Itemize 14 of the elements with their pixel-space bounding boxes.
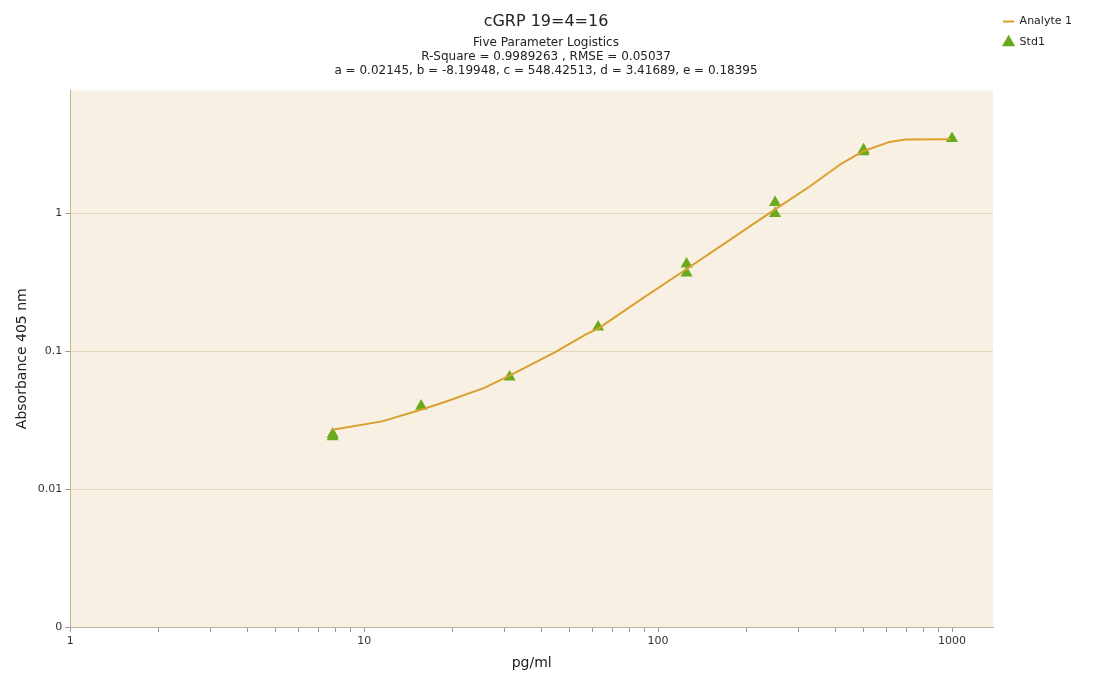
legend-label: Std1: [1019, 35, 1045, 49]
y-tick-label: 0: [55, 619, 63, 633]
y-tick-label: 0.01: [37, 481, 63, 495]
y-axis-title: Absorbance 405 nm: [13, 288, 30, 430]
chart-subtitle: Five Parameter Logistics R-Square = 0.9989263 , RMSE = 0.05037 a = 0.02145, b = -8.19948, c = 548.42513, d = 3.41689, e = 0.18395: [334, 34, 758, 78]
chart-title: cGRP 19=4=16: [483, 10, 609, 30]
legend-label: Analyte 1: [1019, 14, 1073, 28]
y-tick-label: 0.1: [44, 344, 63, 358]
y-tick-label: 1: [55, 206, 63, 220]
x-tick-label: 100: [647, 634, 669, 648]
x-tick-label: 1000: [938, 634, 967, 648]
x-tick-label: 1: [66, 634, 74, 648]
x-axis-title: pg/ml: [511, 654, 552, 671]
x-tick-label: 10: [357, 634, 372, 648]
